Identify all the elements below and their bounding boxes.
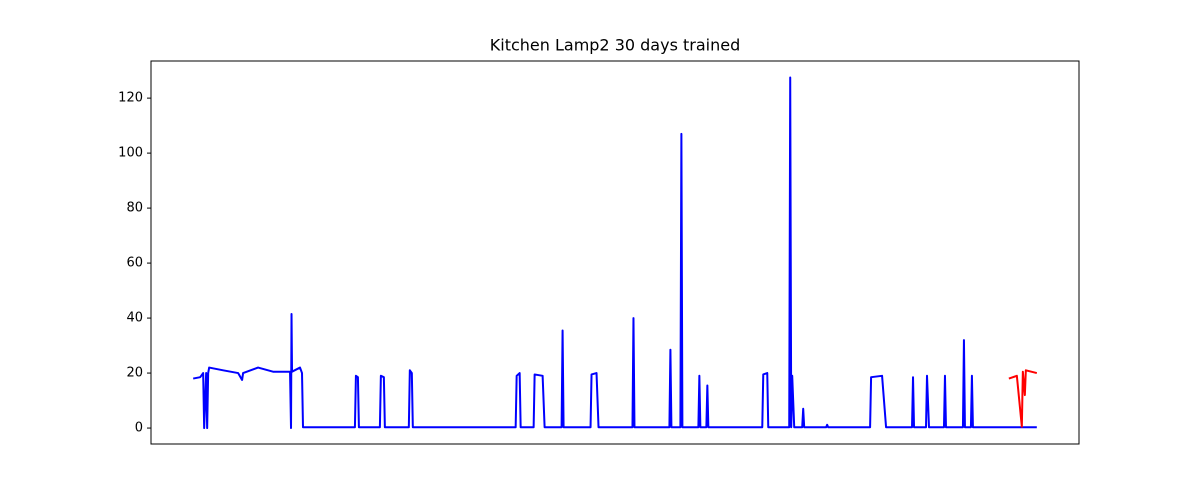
chart-title: Kitchen Lamp2 30 days trained [490, 36, 740, 55]
y-tick-label: 0 [135, 421, 143, 436]
data-line [1008, 369, 1038, 428]
y-tick-label: 40 [126, 311, 143, 326]
y-tick-label: 20 [126, 366, 143, 381]
y-tick-label: 80 [126, 201, 143, 216]
data-line [192, 76, 1037, 430]
y-tick-label: 120 [118, 91, 143, 106]
y-tick-label: 100 [118, 146, 143, 161]
plot-frame [150, 60, 1080, 445]
y-tick-label: 60 [126, 256, 143, 271]
